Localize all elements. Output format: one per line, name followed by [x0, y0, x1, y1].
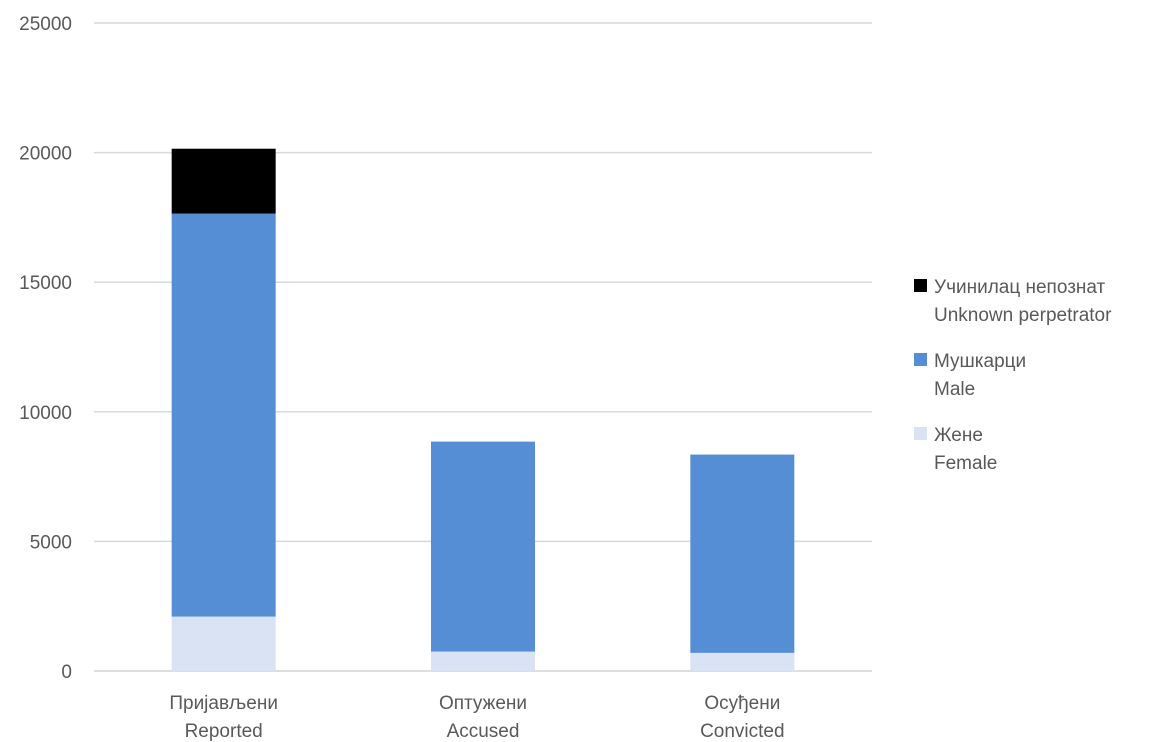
- legend-label: Учинилац непознат Unknown perpetrator: [934, 277, 1112, 326]
- bar-segment: [171, 213, 276, 617]
- y-tick-label: 25000: [19, 14, 72, 35]
- x-axis-tick-labels: Пријављени Reported Оптужени Accused Осуђени…: [169, 693, 784, 742]
- x-tick-label: Пријављени Reported: [169, 693, 278, 742]
- bar-segment: [171, 616, 276, 671]
- legend: Учинилац непознат Unknown perpetrator Мушк…: [914, 277, 1112, 474]
- legend-swatch: [914, 427, 927, 440]
- y-tick-label: 5000: [30, 532, 72, 553]
- y-tick-label: 10000: [19, 403, 72, 424]
- y-tick-label: 20000: [19, 144, 72, 165]
- x-tick-label: Осуђени Convicted: [700, 693, 785, 742]
- x-tick-label: Оптужени Accused: [439, 693, 527, 742]
- bar-segment: [431, 441, 535, 652]
- y-tick-label: 0: [61, 662, 72, 683]
- bar-segment: [690, 454, 795, 653]
- bar-segment: [171, 148, 276, 214]
- bars: [171, 148, 795, 671]
- legend-label: Мушкарци Male: [934, 351, 1026, 400]
- y-axis-tick-labels: 0 5000 10000 15000 20000 25000: [19, 14, 72, 683]
- y-tick-label: 15000: [19, 273, 72, 294]
- bar-segment: [690, 652, 795, 671]
- legend-swatch: [914, 279, 927, 292]
- legend-label: Жене Female: [934, 425, 997, 474]
- legend-swatch: [914, 353, 927, 366]
- bar-segment: [431, 651, 535, 671]
